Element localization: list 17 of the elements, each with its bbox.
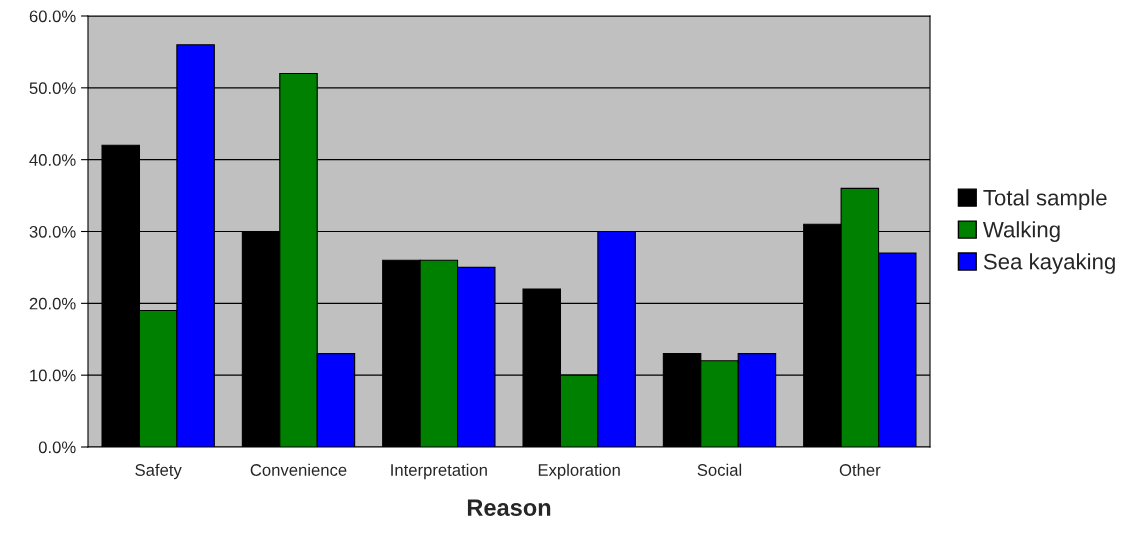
x-tick-label: Social xyxy=(697,463,742,476)
legend-label: Walking xyxy=(982,221,1060,242)
y-tick-label: 60.0% xyxy=(29,10,76,23)
x-tick-label: Safety xyxy=(135,463,182,480)
x-tick-label: Interpretation xyxy=(391,463,487,480)
y-tick-label: 10.0% xyxy=(30,369,76,382)
legend-label: Total sample xyxy=(983,189,1107,210)
y-tick-label: 50.0% xyxy=(29,82,76,95)
y-tick-label: 30.0% xyxy=(29,225,76,238)
y-tick-label: 0.0% xyxy=(38,441,76,454)
x-axis-title: Reason xyxy=(467,499,551,516)
x-tick-label: Other xyxy=(839,463,881,476)
x-tick-label: Exploration xyxy=(538,463,620,480)
x-tick-label: Convenience xyxy=(250,463,347,476)
y-tick-label: 20.0% xyxy=(29,297,76,310)
y-tick-label: 40.0% xyxy=(29,154,76,166)
legend-label: Sea kayaking xyxy=(983,253,1115,274)
